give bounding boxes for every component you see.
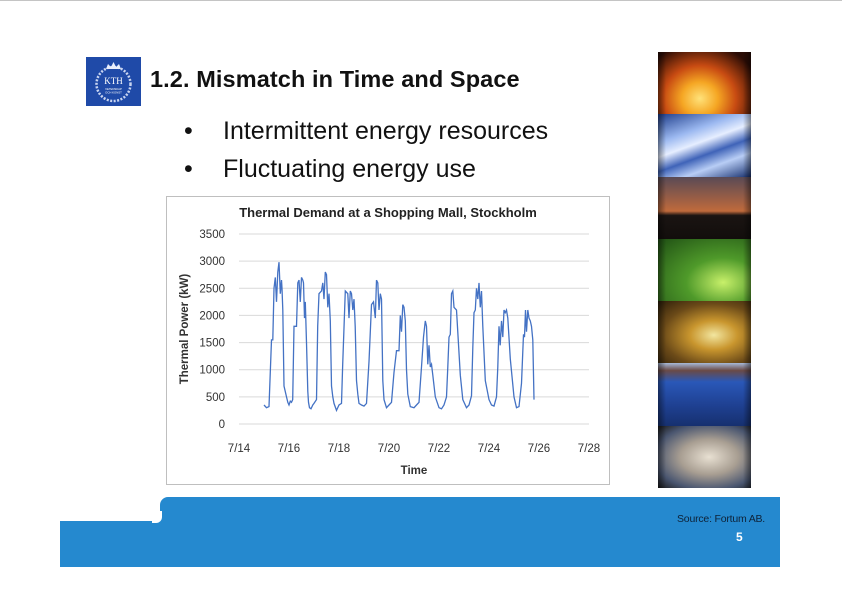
y-axis-ticks: 0 500 1000 1500 2000 2500 3000 3500 bbox=[199, 229, 225, 431]
y-tick-label: 0 bbox=[219, 419, 225, 431]
bullet-item: • Fluctuating energy use bbox=[184, 150, 548, 188]
y-tick-label: 1000 bbox=[199, 365, 225, 377]
river-rapids-image bbox=[658, 114, 751, 177]
x-tick-label: 7/16 bbox=[278, 443, 300, 455]
bullet-text: Fluctuating energy use bbox=[223, 155, 476, 183]
y-tick-label: 3000 bbox=[199, 256, 225, 268]
smoke-plume-image bbox=[658, 425, 751, 488]
bullet-marker: • bbox=[184, 117, 193, 145]
svg-text:OCH KONST: OCH KONST bbox=[105, 91, 122, 95]
chart-title: Thermal Demand at a Shopping Mall, Stock… bbox=[239, 205, 537, 220]
x-tick-label: 7/22 bbox=[428, 443, 450, 455]
x-tick-label: 7/26 bbox=[528, 443, 550, 455]
sunset-grass-image bbox=[658, 52, 751, 115]
y-axis-label: Thermal Power (kW) bbox=[179, 274, 191, 385]
forest-image bbox=[658, 238, 751, 302]
x-tick-label: 7/20 bbox=[378, 443, 400, 455]
page-number: 5 bbox=[736, 530, 743, 544]
ocean-wave-image bbox=[658, 301, 751, 364]
x-tick-label: 7/24 bbox=[478, 443, 501, 455]
footer-band bbox=[60, 521, 780, 567]
solar-panel-image bbox=[658, 363, 751, 426]
y-tick-label: 3500 bbox=[199, 229, 225, 241]
y-tick-label: 2500 bbox=[199, 283, 225, 295]
image-strip bbox=[658, 52, 751, 488]
kth-logo: KTH VETENSKAP OCH KONST bbox=[86, 57, 141, 106]
bullet-list: • Intermittent energy resources • Fluctuat… bbox=[184, 112, 548, 188]
y-tick-label: 2000 bbox=[199, 310, 225, 322]
bullet-item: • Intermittent energy resources bbox=[184, 112, 548, 150]
source-citation: Source: Fortum AB. bbox=[677, 513, 766, 525]
x-tick-label: 7/28 bbox=[578, 443, 600, 455]
thermal-demand-chart: Thermal Demand at a Shopping Mall, Stock… bbox=[166, 196, 610, 485]
slide-title: 1.2. Mismatch in Time and Space bbox=[150, 66, 520, 92]
svg-text:KTH: KTH bbox=[104, 76, 123, 86]
top-border bbox=[0, 0, 842, 1]
data-line bbox=[263, 262, 535, 413]
footer-band-notch bbox=[152, 511, 162, 523]
x-axis-ticks: 7/14 7/16 7/18 7/20 7/22 7/24 7/26 7/28 bbox=[228, 443, 600, 455]
bullet-text: Intermittent energy resources bbox=[223, 117, 549, 145]
wind-turbines-image bbox=[658, 176, 751, 239]
svg-text:VETENSKAP: VETENSKAP bbox=[105, 87, 122, 91]
y-tick-label: 500 bbox=[206, 392, 225, 404]
chart-gridlines bbox=[239, 233, 589, 425]
kth-logo-icon: KTH VETENSKAP OCH KONST bbox=[95, 62, 132, 103]
x-tick-label: 7/18 bbox=[328, 443, 350, 455]
x-axis-label: Time bbox=[401, 465, 428, 477]
bullet-marker: • bbox=[184, 155, 193, 183]
x-tick-label: 7/14 bbox=[228, 443, 251, 455]
y-tick-label: 1500 bbox=[199, 338, 225, 350]
